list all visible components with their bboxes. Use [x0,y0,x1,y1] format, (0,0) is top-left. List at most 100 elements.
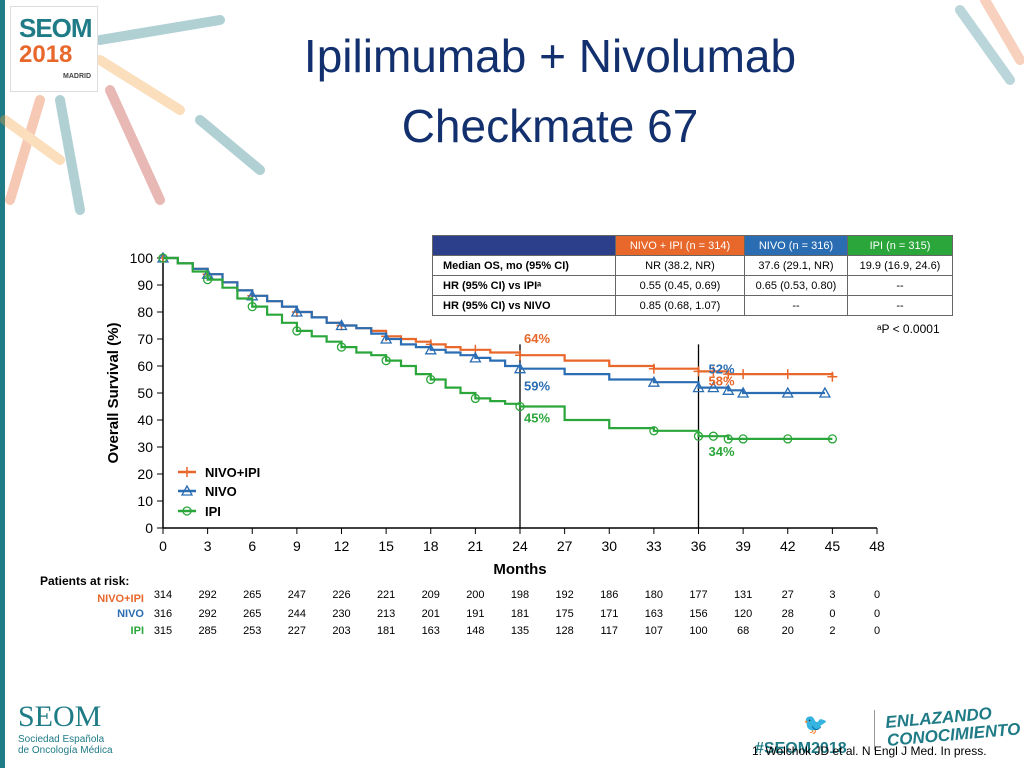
risk-cell: 292 [198,589,216,601]
risk-cell: 28 [782,608,794,620]
risk-cell: 107 [645,625,663,637]
data-label: 52% [709,362,735,377]
data-point [426,374,436,385]
x-tick-label: 15 [378,538,394,554]
logo-text-seom: SEOM [19,13,93,43]
logo-text-year: 2018 [19,41,73,68]
risk-cell: 226 [332,589,350,601]
data-point [723,434,733,444]
table-header-row: NIVO + IPI (n = 314) NIVO (n = 316) IPI … [432,235,953,256]
data-point [781,386,794,398]
risk-cell: 175 [555,608,573,620]
risk-cell: 0 [829,608,835,620]
risk-cell: 186 [600,589,618,601]
table-header-nivo: NIVO (n = 316) [744,235,848,256]
risk-cell: 265 [243,589,261,601]
risk-cell: 2 [829,625,835,637]
data-point [292,326,302,336]
risk-cell: 0 [874,589,880,601]
risk-cell: 198 [511,589,529,601]
risk-cell: 120 [734,608,752,620]
risk-cell: 201 [422,608,440,620]
data-point [827,434,838,444]
x-tick-label: 18 [423,538,439,554]
data-point [335,319,348,331]
data-point [513,362,527,374]
risk-cell: 68 [737,625,749,637]
data-point [782,369,793,380]
risk-cell: 131 [734,589,752,601]
legend-label: IPI [205,504,221,519]
data-point [723,369,734,380]
risk-cell: 181 [377,625,395,637]
x-tick-label: 21 [468,538,484,554]
legend-marker [182,467,192,477]
table-row-label: HR (95% CI) vs NIVO [432,295,616,316]
x-axis-title: Months [493,561,546,578]
risk-cell: 20 [782,625,794,637]
series-line-ipi [163,256,833,440]
risk-cell: 209 [422,589,440,601]
data-point [708,366,719,377]
x-tick-label: 27 [557,538,573,554]
y-tick-label: 50 [137,385,153,401]
y-tick-label: 0 [145,520,153,536]
risk-cell: 247 [288,589,306,601]
data-point [827,371,838,382]
risk-cell: 227 [288,625,306,637]
risk-table-title: Patients at risk: [40,574,129,588]
y-tick-label: 30 [137,439,153,455]
risk-cell: 253 [243,625,261,637]
risk-cell: 230 [332,608,350,620]
legend-marker [182,506,192,516]
y-tick-label: 100 [130,250,154,266]
data-point [290,305,303,317]
data-point [470,393,481,404]
table-row: HR (95% CI) vs NIVO 0.85 (0.68, 1.07) --… [432,295,953,316]
risk-cell: 156 [689,608,707,620]
data-point [693,366,704,377]
data-point [693,431,704,441]
footer-seom-logo: SEOM [18,700,102,733]
x-tick-label: 6 [248,538,256,554]
footer-reference: 1. Wolchok JD et al. N Engl J Med. In pr… [752,744,987,758]
risk-cell: 177 [689,589,707,601]
data-point [158,253,168,263]
risk-cell: 163 [422,625,440,637]
data-point [336,342,347,352]
data-point [202,274,213,285]
footer-slogan: ENLAZANDO CONOCIMIENTO [884,703,1022,750]
data-point [737,386,750,398]
x-tick-label: 0 [159,538,167,554]
table-row: HR (95% CI) vs IPIᵃ 0.55 (0.45, 0.69) 0.… [432,275,953,296]
legend-marker [180,484,194,496]
risk-cell: 0 [874,608,880,620]
seom-2018-logo: SEOM 2018 MADRID [10,6,98,92]
x-tick-label: 9 [293,538,301,554]
y-tick-label: 70 [137,331,153,347]
risk-cell: 213 [377,608,395,620]
data-point [647,375,660,387]
risk-cell: 203 [332,625,350,637]
series-line-nivo-ipi [163,256,834,377]
x-tick-label: 48 [869,538,885,554]
data-point [381,355,391,366]
legend-label: NIVO [205,484,237,499]
risk-cell: 200 [466,589,484,601]
x-tick-label: 30 [601,538,617,554]
risk-cell: 0 [874,625,880,637]
survival-chart: 0 3 6 9 12 15 18 21 24 27 30 33 36 39 42 45 480102030405… [40,250,885,637]
risk-cell: 148 [466,625,484,637]
risk-cell: 27 [782,589,794,601]
table-header-nivo-ipi: NIVO + IPI (n = 314) [615,235,745,256]
slide-title-line1: Ipilimumab + Nivolumab [303,30,797,82]
y-axis-title: Overall Survival (%) [105,323,122,464]
x-tick-label: 12 [334,538,350,554]
data-point [648,363,659,374]
data-point [469,351,482,363]
slide-title-line2: Checkmate 67 [401,100,699,152]
footer-divider [874,710,875,750]
table-cell: NR (38.2, NR) [615,255,745,276]
risk-row-label: NIVO+IPI [97,593,144,605]
risk-row-label: NIVO [117,608,144,620]
